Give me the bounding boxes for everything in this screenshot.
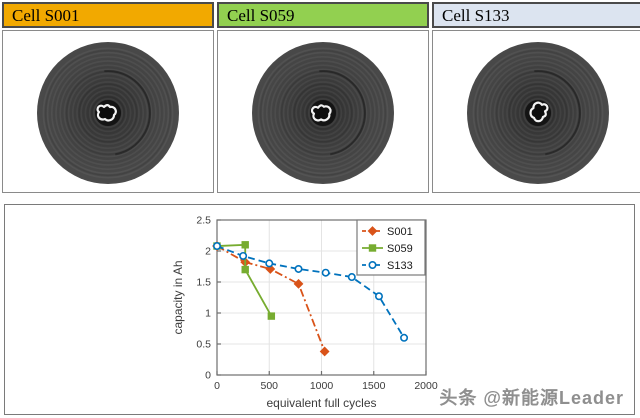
capacity-chart-panel: 0 500 1000 1500 2000 0 0.5 1 1.5 2 2.5 equivalent f…: [4, 204, 635, 415]
ct-scan-s059: [217, 30, 429, 193]
cell-header-s133: Cell S133: [432, 2, 640, 28]
cell-comparison-table: Cell S001 Cell S059 Cell S133: [2, 2, 640, 193]
chart-legend: S001 S059 S133: [356, 219, 426, 276]
capacity-fade-chart: 0 500 1000 1500 2000 0 0.5 1 1.5 2 2.5 equivalent f…: [171, 215, 438, 411]
svg-text:1.5: 1.5: [196, 277, 211, 289]
ct-scan-image: [252, 42, 394, 184]
svg-text:0: 0: [205, 370, 211, 382]
svg-text:2.5: 2.5: [196, 215, 211, 227]
ct-scan-s001: [2, 30, 214, 193]
svg-text:1: 1: [205, 308, 211, 320]
svg-text:equivalent full cycles: equivalent full cycles: [266, 396, 376, 410]
svg-text:S133: S133: [387, 260, 413, 272]
svg-text:500: 500: [260, 380, 278, 392]
cell-header-s059: Cell S059: [217, 2, 429, 28]
svg-text:1000: 1000: [310, 380, 334, 392]
cell-panel-s133: Cell S133: [432, 2, 640, 193]
svg-text:S059: S059: [387, 243, 413, 255]
svg-text:capacity in Ah: capacity in Ah: [171, 260, 185, 334]
svg-text:0: 0: [214, 380, 220, 392]
svg-text:2000: 2000: [414, 380, 438, 392]
svg-text:2: 2: [205, 246, 211, 258]
cell-header-s001: Cell S001: [2, 2, 214, 28]
svg-text:1500: 1500: [362, 380, 386, 392]
cell-panel-s059: Cell S059: [217, 2, 429, 193]
ct-scan-image: [467, 42, 609, 184]
watermark-text: 头条 @新能源Leader: [439, 388, 624, 408]
svg-text:S001: S001: [387, 226, 413, 238]
svg-text:0.5: 0.5: [196, 339, 211, 351]
ct-scan-s133: [432, 30, 640, 193]
ct-scan-image: [37, 42, 179, 184]
cell-panel-s001: Cell S001: [2, 2, 214, 193]
